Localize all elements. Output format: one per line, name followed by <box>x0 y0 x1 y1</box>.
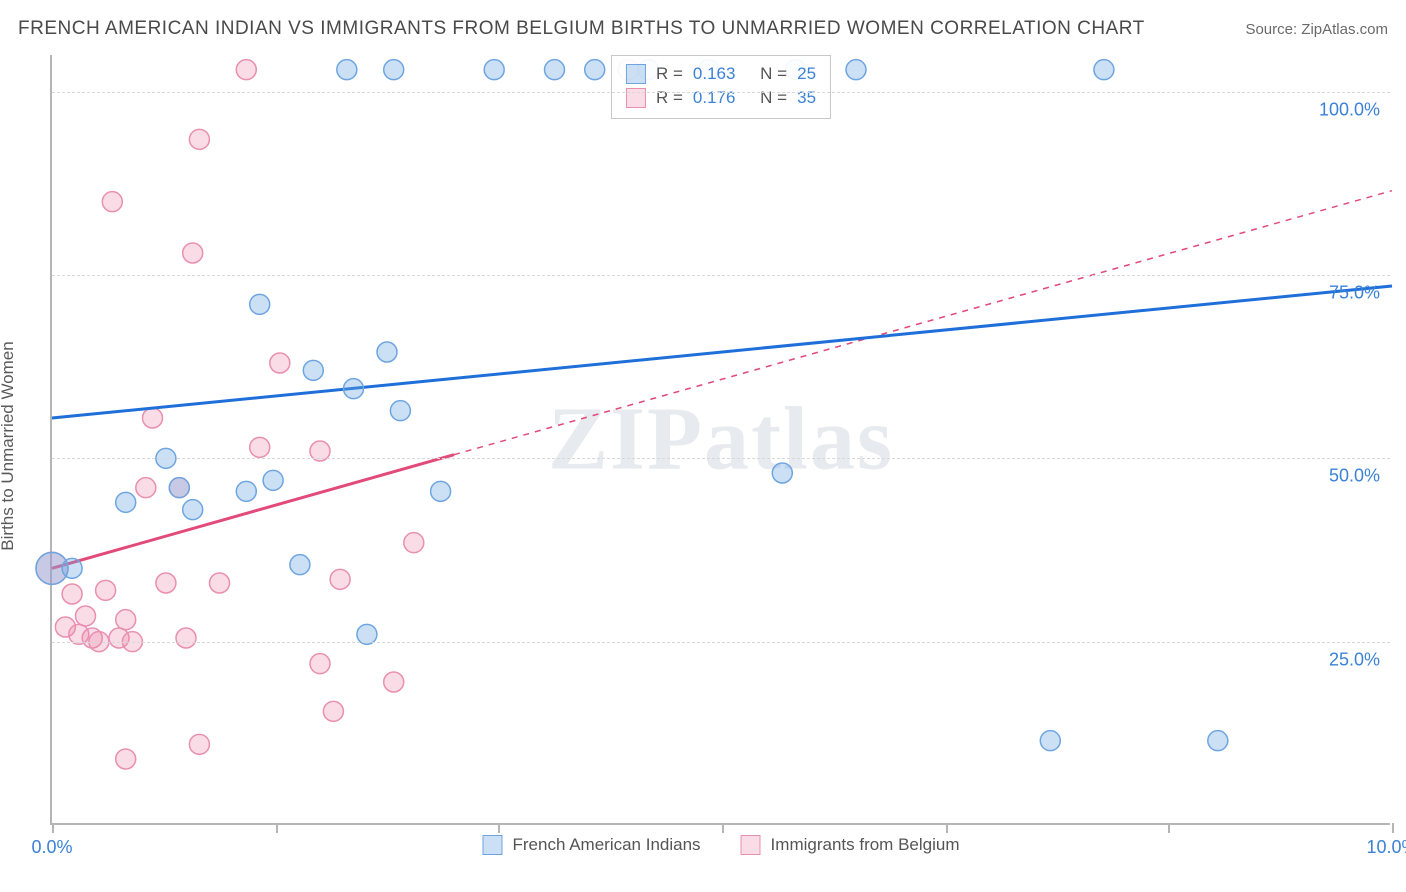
data-point <box>344 379 364 399</box>
legend-item: Immigrants from Belgium <box>741 835 960 855</box>
data-point <box>210 573 230 593</box>
data-point <box>303 360 323 380</box>
data-point <box>189 129 209 149</box>
data-point <box>384 60 404 80</box>
plot-area: ZIPatlas R = 0.163 N = 25 R = 0.176 N = … <box>50 55 1390 825</box>
data-point <box>772 463 792 483</box>
x-tick-label: 10.0% <box>1366 837 1406 858</box>
data-point <box>384 672 404 692</box>
data-point <box>484 60 504 80</box>
x-tick <box>946 823 948 833</box>
data-point <box>116 492 136 512</box>
y-tick-label: 100.0% <box>1319 99 1380 120</box>
x-tick-label: 0.0% <box>31 837 72 858</box>
data-point <box>236 481 256 501</box>
data-point <box>183 243 203 263</box>
data-point <box>310 654 330 674</box>
r-value: 0.163 <box>693 64 736 84</box>
data-point <box>116 749 136 769</box>
chart-title: FRENCH AMERICAN INDIAN VS IMMIGRANTS FRO… <box>18 18 1145 40</box>
data-point <box>76 606 96 626</box>
data-point <box>102 192 122 212</box>
data-point <box>176 628 196 648</box>
data-point <box>96 580 116 600</box>
gridline <box>52 642 1390 643</box>
x-tick <box>1168 823 1170 833</box>
legend-label: Immigrants from Belgium <box>771 835 960 855</box>
data-point <box>62 584 82 604</box>
data-point <box>189 734 209 754</box>
legend-swatch-icon <box>626 64 646 84</box>
header: FRENCH AMERICAN INDIAN VS IMMIGRANTS FRO… <box>18 18 1388 40</box>
legend-label: French American Indians <box>513 835 701 855</box>
data-point <box>116 610 136 630</box>
data-point <box>545 60 565 80</box>
legend-item: French American Indians <box>483 835 701 855</box>
data-point <box>250 437 270 457</box>
trendline-extrapolated <box>454 191 1392 455</box>
data-point <box>136 478 156 498</box>
y-axis-label: Births to Unmarried Women <box>0 341 18 550</box>
data-point <box>1040 731 1060 751</box>
x-tick <box>722 823 724 833</box>
x-tick <box>276 823 278 833</box>
r-label: R = <box>656 64 683 84</box>
stats-row: R = 0.163 N = 25 <box>626 62 816 86</box>
n-label: N = <box>760 64 787 84</box>
y-tick-label: 75.0% <box>1329 283 1380 304</box>
gridline <box>52 92 1390 93</box>
x-tick <box>498 823 500 833</box>
data-point <box>1094 60 1114 80</box>
data-point <box>62 558 82 578</box>
legend-swatch-icon <box>483 835 503 855</box>
legend-swatch-icon <box>741 835 761 855</box>
scatter-svg <box>52 55 1390 823</box>
data-point <box>290 555 310 575</box>
data-point <box>390 401 410 421</box>
data-point <box>250 294 270 314</box>
data-point <box>585 60 605 80</box>
data-point <box>169 478 189 498</box>
data-point <box>337 60 357 80</box>
gridline <box>52 275 1390 276</box>
data-point <box>404 533 424 553</box>
data-point <box>330 569 350 589</box>
stats-legend: R = 0.163 N = 25 R = 0.176 N = 35 <box>611 55 831 119</box>
stats-row: R = 0.176 N = 35 <box>626 86 816 110</box>
source-attribution: Source: ZipAtlas.com <box>1245 21 1388 38</box>
x-tick <box>52 823 54 833</box>
data-point <box>846 60 866 80</box>
y-tick-label: 25.0% <box>1329 649 1380 670</box>
data-point <box>236 60 256 80</box>
data-point <box>143 408 163 428</box>
data-point <box>323 701 343 721</box>
n-value: 25 <box>797 64 816 84</box>
y-tick-label: 50.0% <box>1329 466 1380 487</box>
data-point <box>183 500 203 520</box>
gridline <box>52 458 1390 459</box>
data-point <box>270 353 290 373</box>
data-point <box>156 573 176 593</box>
series-legend: French American Indians Immigrants from … <box>483 835 960 855</box>
data-point <box>263 470 283 490</box>
data-point <box>431 481 451 501</box>
x-tick <box>1392 823 1394 833</box>
data-point <box>1208 731 1228 751</box>
trendline <box>52 455 454 569</box>
data-point <box>377 342 397 362</box>
